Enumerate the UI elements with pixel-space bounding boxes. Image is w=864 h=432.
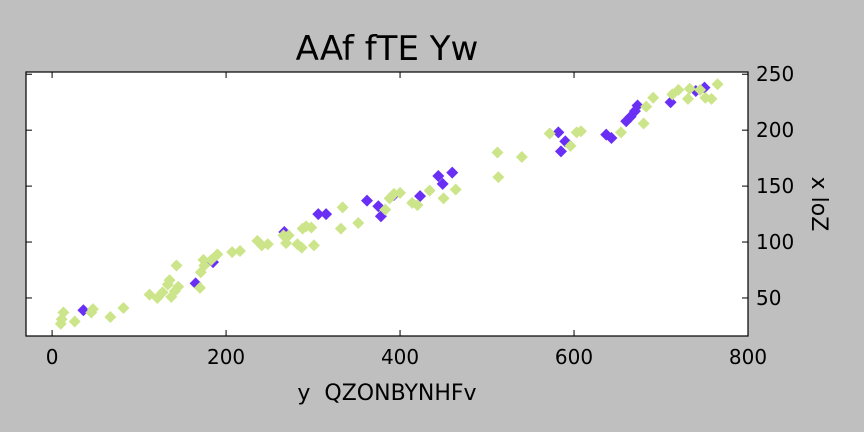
data-point-2-67 [705, 92, 718, 105]
data-point-1-12 [432, 170, 445, 183]
data-point-2-40 [352, 217, 365, 230]
data-point-2-65 [694, 83, 707, 96]
x-axis-label: y QZONBYNHFv [297, 381, 476, 406]
data-point-2-41 [379, 203, 392, 216]
x-tick-label-5: 800 [729, 345, 767, 369]
data-point-2-49 [449, 183, 462, 196]
y-axis-ticks: 50 100 150 200 250 [26, 62, 794, 310]
data-point-2-8 [117, 302, 130, 315]
data-point-2-33 [295, 241, 308, 254]
data-point-2-3 [57, 306, 70, 319]
data-point-1-11 [414, 190, 427, 203]
data-point-2-44 [394, 186, 407, 199]
data-point-2-52 [515, 151, 528, 164]
data-point-2-37 [307, 239, 320, 252]
y-tick-label-1: 50 [756, 286, 781, 310]
data-point-2-4 [68, 315, 81, 328]
data-point-2-23 [211, 248, 224, 261]
data-point-2-18 [193, 281, 206, 294]
data-point-2-62 [672, 83, 685, 96]
data-point-1-23 [631, 99, 644, 112]
data-point-2-24 [226, 246, 239, 259]
data-point-1-7 [360, 194, 373, 207]
data-point-2-13 [163, 274, 176, 287]
data-point-1-15 [552, 126, 565, 139]
y-tick-label-2: 100 [756, 230, 794, 254]
data-point-2-36 [305, 221, 318, 234]
x-tick-label-2: 200 [207, 345, 245, 369]
data-point-2-22 [205, 253, 218, 266]
data-point-2-56 [574, 125, 587, 138]
data-point-2-38 [334, 222, 347, 235]
data-point-1-19 [605, 132, 618, 144]
data-point-1-24 [664, 96, 677, 109]
data-point-2-46 [411, 199, 424, 212]
data-point-2-21 [198, 259, 211, 272]
data-point-2-68 [711, 78, 724, 91]
data-point-1-6 [320, 208, 333, 221]
data-point-2-57 [614, 126, 627, 139]
data-point-2-53 [543, 127, 556, 140]
data-point-2-64 [683, 82, 696, 95]
data-point-2-7 [104, 310, 117, 323]
data-point-2-31 [282, 229, 295, 242]
x-tick-label-1: 0 [46, 345, 59, 369]
data-point-2-48 [437, 192, 450, 205]
data-point-2-39 [336, 201, 349, 214]
data-points [54, 78, 724, 330]
data-point-2-47 [423, 184, 436, 197]
y-axis-label: x loZ [806, 177, 831, 232]
data-point-2-51 [492, 171, 505, 184]
data-point-1-16 [554, 145, 567, 158]
data-point-2-63 [681, 92, 694, 105]
data-point-2-6 [86, 303, 99, 316]
y-tick-label-5: 250 [756, 62, 794, 86]
data-point-2-17 [172, 280, 185, 293]
data-point-2-60 [647, 91, 660, 104]
y-tick-label-4: 200 [756, 118, 794, 142]
data-point-2-25 [233, 244, 246, 257]
data-point-2-11 [156, 286, 169, 299]
chart-title: AAf fTE Yw [296, 29, 479, 69]
data-point-1-13 [436, 177, 449, 190]
y-tick-label-3: 150 [756, 174, 794, 198]
data-point-1-5 [312, 208, 325, 221]
data-point-1-14 [446, 166, 459, 179]
x-tick-label-4: 600 [555, 345, 593, 369]
data-point-2-58 [637, 117, 650, 130]
data-point-2-16 [170, 259, 183, 272]
plot-frame [25, 71, 749, 337]
data-point-2-50 [491, 146, 504, 159]
data-point-2-54 [564, 139, 577, 152]
x-axis-ticks: 0 200 400 600 800 [46, 72, 767, 369]
data-point-2-28 [261, 238, 274, 251]
data-point-2-59 [640, 100, 653, 113]
x-tick-label-3: 400 [381, 345, 419, 369]
